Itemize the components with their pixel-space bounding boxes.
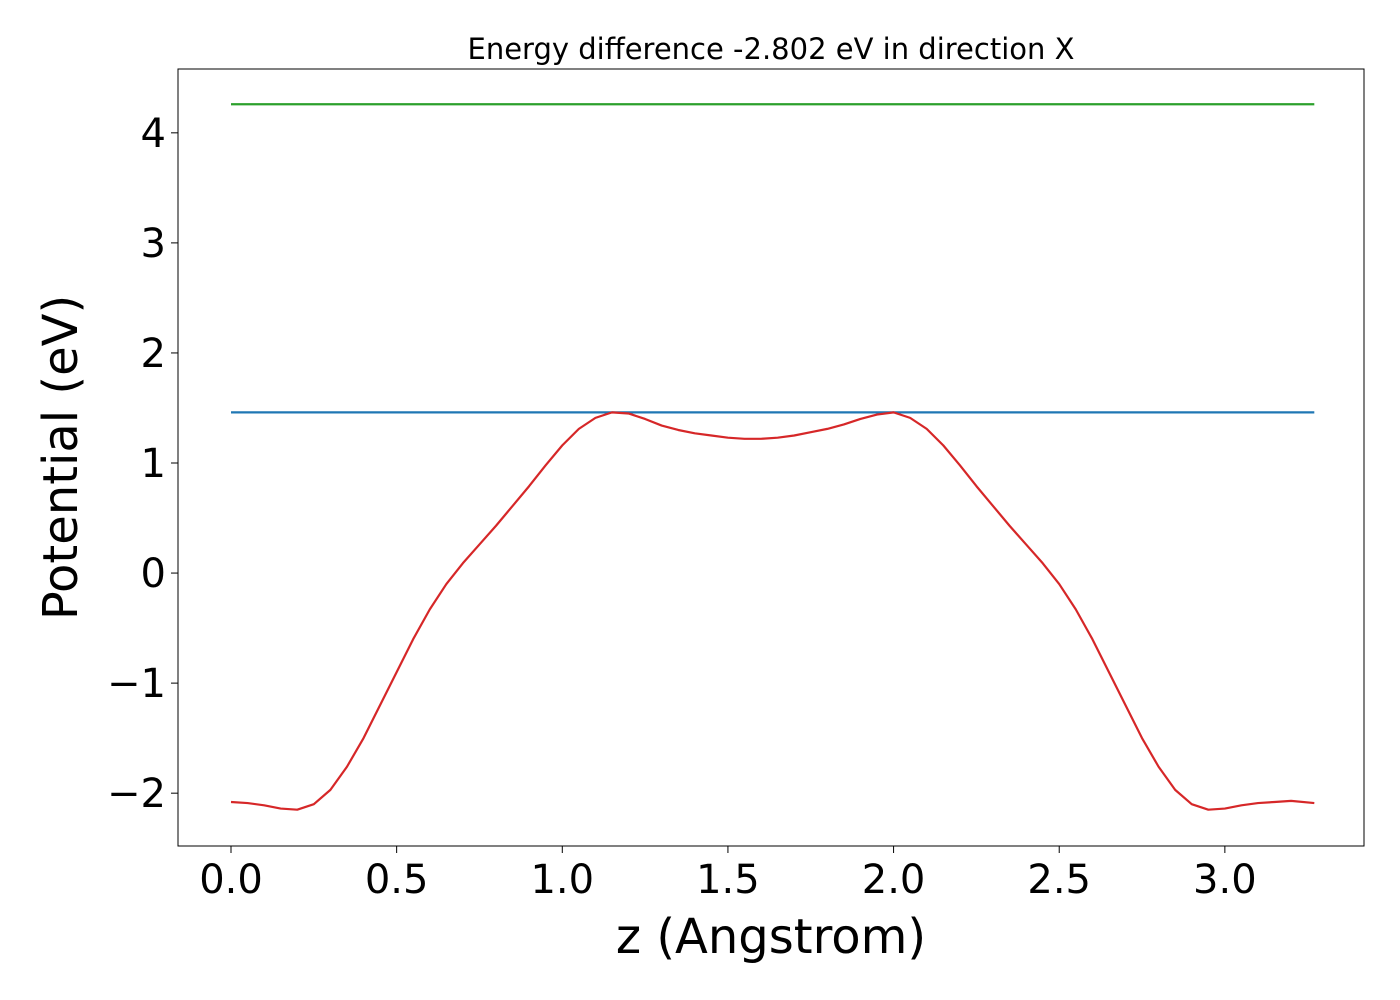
x-tick-label: 3.0 — [1193, 857, 1257, 903]
y-tick-label: −1 — [107, 661, 166, 707]
x-axis-label: z (Angstrom) — [616, 909, 926, 965]
y-tick-label: 3 — [141, 221, 166, 267]
axis-ticks: 0.0 0.5 1.0 1.5 2.0 2.5 3.0 −2 −1 0 1 2 3 4 — [107, 111, 1257, 903]
y-axis-label: Potential (eV) — [33, 295, 89, 620]
y-tick-label: −2 — [107, 771, 166, 817]
plot-frame — [177, 68, 1365, 847]
y-tick-label: 4 — [141, 111, 166, 157]
x-tick-label: 2.5 — [1027, 857, 1091, 903]
x-tick-label: 2.0 — [862, 857, 926, 903]
x-tick-label: 1.5 — [696, 857, 760, 903]
x-tick-label: 1.0 — [530, 857, 594, 903]
x-tick-label: 0.0 — [199, 857, 263, 903]
y-tick-label: 2 — [141, 331, 166, 377]
x-tick-label: 0.5 — [365, 857, 429, 903]
chart-title: Energy difference -2.802 eV in direction… — [468, 32, 1075, 66]
series-layer — [230, 103, 1315, 811]
y-tick-label: 0 — [141, 551, 166, 597]
y-tick-label: 1 — [141, 441, 166, 487]
series-line-2 — [230, 411, 1315, 811]
